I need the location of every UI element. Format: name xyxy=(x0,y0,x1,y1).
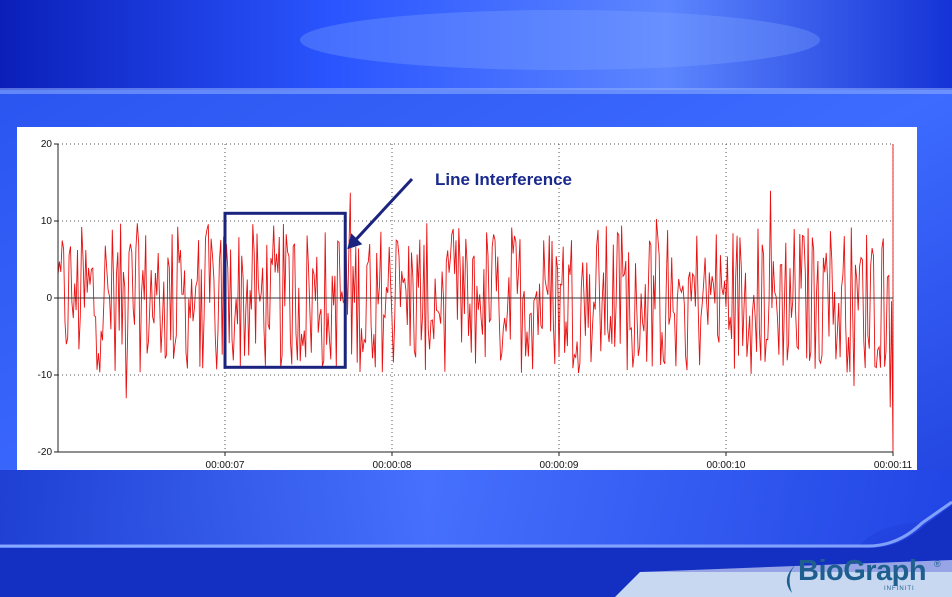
logo-swoosh-icon xyxy=(786,559,802,593)
x-tick-label: 00:00:11 xyxy=(874,460,913,470)
x-tick-label: 00:00:08 xyxy=(373,460,412,470)
annotation-layer: Line Interference xyxy=(223,170,572,369)
annotation-arrowhead xyxy=(347,233,363,250)
logo-registered-mark: ® xyxy=(934,559,941,569)
y-tick-label: -20 xyxy=(38,447,53,458)
y-tick-label: 20 xyxy=(41,139,53,150)
highlight-box xyxy=(223,211,347,369)
y-tick-label: 0 xyxy=(46,293,52,304)
logo-subtext: INFINITI xyxy=(884,586,915,592)
x-tick-label: 00:00:07 xyxy=(206,460,245,470)
axes: 20 10 0 -10 -20 00:00:07 00:00:08 00:00:09 00:00… xyxy=(38,139,913,470)
signal-line xyxy=(57,144,894,453)
y-tick-label: 10 xyxy=(41,216,53,227)
biograph-logo: BioGraph ® INFINITI xyxy=(772,553,952,597)
chart-panel: 20 10 0 -10 -20 00:00:07 00:00:08 00:00:09 00:00… xyxy=(17,127,917,470)
x-tick-label: 00:00:10 xyxy=(707,460,746,470)
x-tick-label: 00:00:09 xyxy=(540,460,579,470)
signal-chart: 20 10 0 -10 -20 00:00:07 00:00:08 00:00:09 00:00… xyxy=(38,139,913,470)
logo-text: BioGraph xyxy=(798,555,927,587)
annotation-label: Line Interference xyxy=(435,170,572,189)
annotation-arrow xyxy=(354,177,414,242)
signal-series xyxy=(57,144,894,453)
y-tick-label: -10 xyxy=(38,370,53,381)
